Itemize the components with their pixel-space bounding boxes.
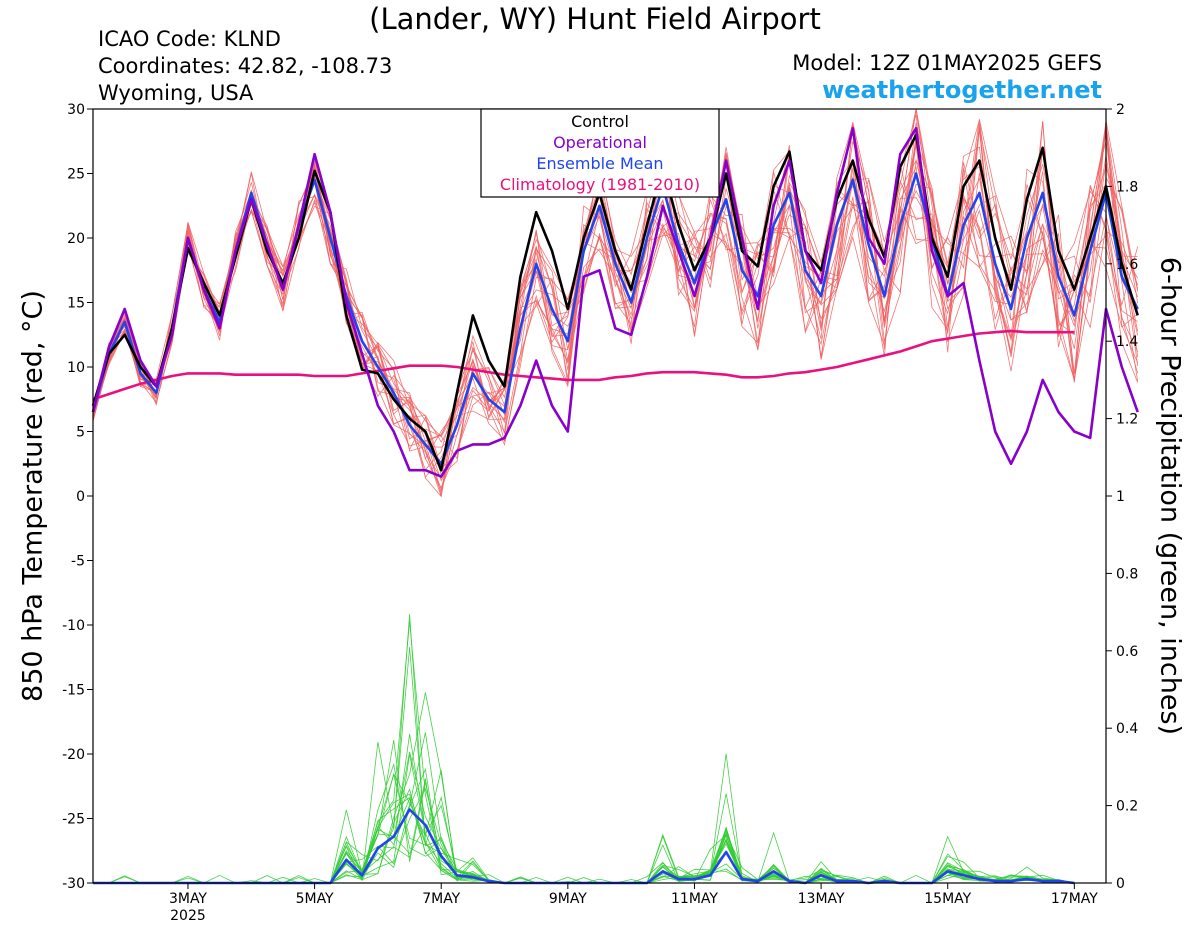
- y2-tick-label: 1.8: [1116, 179, 1138, 195]
- y-tick-label: 20: [67, 231, 85, 247]
- y-tick-label: -30: [62, 876, 85, 892]
- y2-tick-label: 0.8: [1116, 566, 1138, 582]
- x-tick-label: 3MAY: [169, 891, 207, 907]
- precip-member-line: [93, 751, 1075, 884]
- x-tick-label: 11MAY: [671, 891, 718, 907]
- precip-member-line: [93, 767, 1075, 884]
- x-tick-label: 9MAY: [549, 891, 587, 907]
- temp-member-line: [92, 128, 1139, 480]
- coordinates: Coordinates: 42.82, -108.73: [98, 54, 393, 78]
- legend-entry: Operational: [553, 133, 647, 152]
- y2-tick-label: 0: [1116, 876, 1125, 892]
- legend: Control Operational Ensemble Mean Climatolo…: [480, 108, 720, 198]
- precip-member-line: [93, 754, 1075, 884]
- precip-member-line: [93, 778, 1075, 884]
- y-tick-label: 0: [76, 489, 85, 505]
- legend-entry: Ensemble Mean: [536, 154, 663, 173]
- y2-tick-label: 2: [1116, 102, 1125, 118]
- y-tick-label: -15: [62, 683, 85, 699]
- y-tick-label: 5: [76, 425, 85, 441]
- precip-member-line: [93, 740, 1075, 884]
- y-tick-label: -10: [62, 618, 85, 634]
- temp-member-line: [92, 141, 1138, 494]
- y2-tick-label: 1: [1116, 489, 1125, 505]
- y-tick-label: 10: [67, 360, 85, 376]
- y2-tick-label: 1.2: [1116, 412, 1138, 428]
- axes: 302520151050-5-10-15-20-25-3021.81.61.41…: [62, 102, 1138, 924]
- x-tick-label: 7MAY: [422, 891, 460, 907]
- precip-member-line: [93, 796, 1075, 884]
- series-control: [91, 133, 1139, 472]
- x-tick-label: 17MAY: [1051, 891, 1098, 907]
- precip-member-line: [93, 734, 1075, 884]
- y-tick-label: 15: [67, 296, 85, 312]
- x-tick-label: 13MAY: [798, 891, 845, 907]
- region: Wyoming, USA: [98, 81, 254, 105]
- y-tick-label: -5: [71, 554, 85, 570]
- y2-tick-label: 0.2: [1116, 799, 1138, 815]
- y-tick-label: 25: [67, 167, 85, 183]
- series-operational: [91, 127, 1139, 478]
- y2-tick-label: 1.4: [1116, 334, 1138, 350]
- y2-tick-label: 0.4: [1116, 721, 1138, 737]
- y2-tick-label: 1.6: [1116, 257, 1138, 273]
- temp-member-line: [92, 120, 1139, 498]
- x-tick-sublabel: 2025: [170, 908, 206, 924]
- precip-member-line: [93, 769, 1075, 884]
- legend-entry: Control: [571, 112, 629, 131]
- precip-member-line: [93, 762, 1075, 884]
- legend-box: [480, 108, 720, 198]
- precip-member-line: [93, 732, 1075, 884]
- precip-ensemble-mean-line: [93, 808, 1075, 885]
- y2-tick-label: 0.6: [1116, 644, 1138, 660]
- y-tick-label: -20: [62, 747, 85, 763]
- legend-entry: Climatology (1981-2010): [500, 175, 700, 194]
- precip-member-line: [93, 793, 1075, 884]
- precip-member-line: [93, 753, 1075, 884]
- x-tick-label: 5MAY: [296, 891, 334, 907]
- y-tick-label: 30: [67, 102, 85, 118]
- precip-member-line: [93, 825, 1075, 884]
- chart-title: (Lander, WY) Hunt Field Airport: [369, 2, 821, 36]
- series-climatology-1981-2010-: [92, 329, 1075, 401]
- precip-member-line: [93, 793, 1075, 884]
- x-tick-label: 15MAY: [924, 891, 971, 907]
- precip-member-line: [93, 647, 1075, 884]
- precip-member-line: [93, 788, 1075, 884]
- model-run: Model: 12Z 01MAY2025 GEFS: [792, 51, 1102, 75]
- site-link[interactable]: weathertogether.net: [822, 76, 1102, 104]
- precip-member-line: [93, 787, 1075, 884]
- precip-members: [93, 614, 1075, 884]
- precip-member-line: [93, 692, 1075, 884]
- icao-code: ICAO Code: KLND: [98, 27, 281, 51]
- precip-member-line: [93, 614, 1075, 884]
- y-tick-label: -25: [62, 812, 85, 828]
- precip-member-line: [93, 621, 1075, 884]
